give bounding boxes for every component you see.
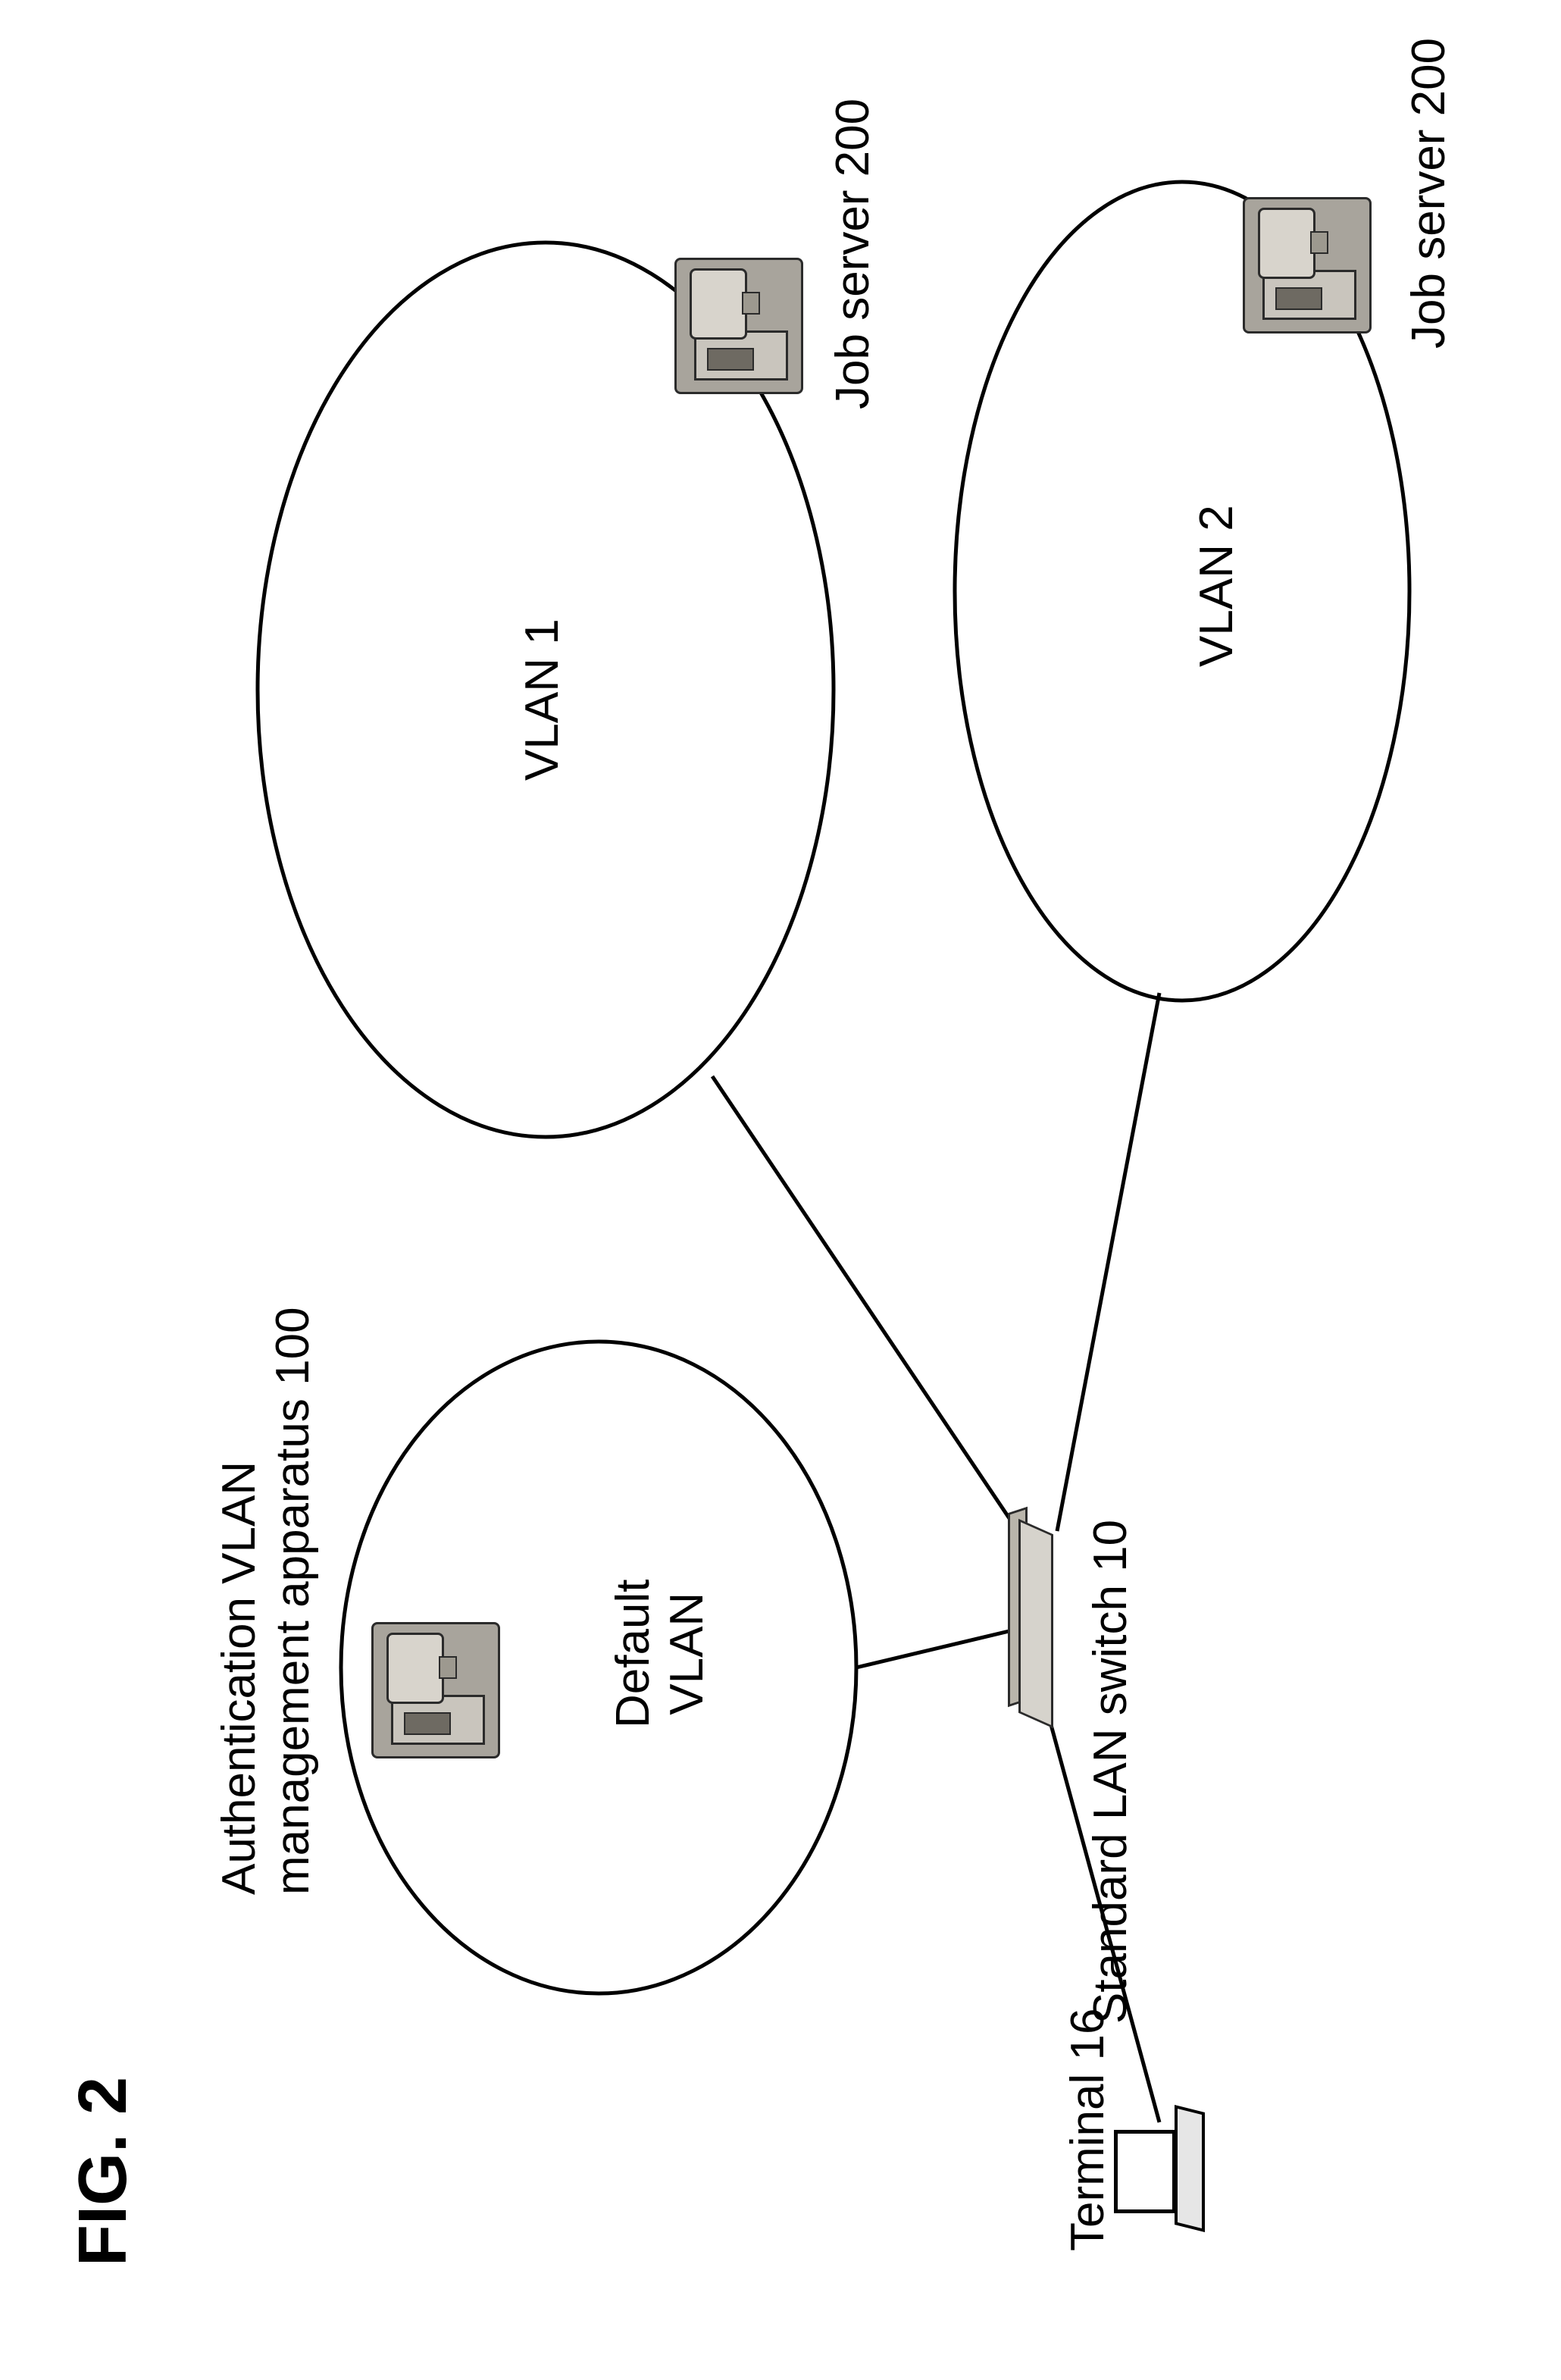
label-lan-switch: Standard LAN switch 10	[1084, 1520, 1137, 2024]
label-terminal: Terminal 16	[1061, 2009, 1115, 2251]
lan-switch-icon	[1008, 1508, 1061, 1721]
link-switch-vlan2	[1057, 993, 1159, 1531]
diagram-stage: FIG. 2 Default VLAN VLAN 1 VLAN 2 Authen…	[0, 0, 1561, 2380]
label-vlan2: VLAN 2	[1190, 505, 1243, 667]
figure-title: FIG. 2	[64, 2077, 142, 2266]
label-default-vlan-line2: VLAN	[661, 1592, 713, 1715]
label-vlan1: VLAN 1	[515, 618, 569, 781]
server-job2-icon	[1243, 197, 1372, 334]
label-default-vlan-line1: Default	[607, 1580, 659, 1728]
server-job1-icon	[674, 258, 803, 394]
server-auth-apparatus-icon	[371, 1622, 500, 1758]
stage-wrap: FIG. 2 Default VLAN VLAN 1 VLAN 2 Authen…	[0, 0, 1561, 1561]
label-default-vlan: Default VLAN	[606, 1580, 715, 1728]
label-auth-apparatus-line2: management apparatus 100	[267, 1307, 319, 1895]
label-job-server-2: Job server 200	[1402, 38, 1456, 349]
page: FIG. 2 Default VLAN VLAN 1 VLAN 2 Authen…	[0, 0, 1561, 2380]
link-default-switch	[856, 1630, 1015, 1668]
terminal-icon	[1114, 2115, 1205, 2228]
label-auth-apparatus: Authentication VLAN management apparatus…	[212, 1307, 321, 1895]
label-job-server-1: Job server 200	[826, 99, 880, 409]
label-auth-apparatus-line1: Authentication VLAN	[213, 1461, 265, 1895]
link-switch-vlan1	[712, 1076, 1023, 1539]
